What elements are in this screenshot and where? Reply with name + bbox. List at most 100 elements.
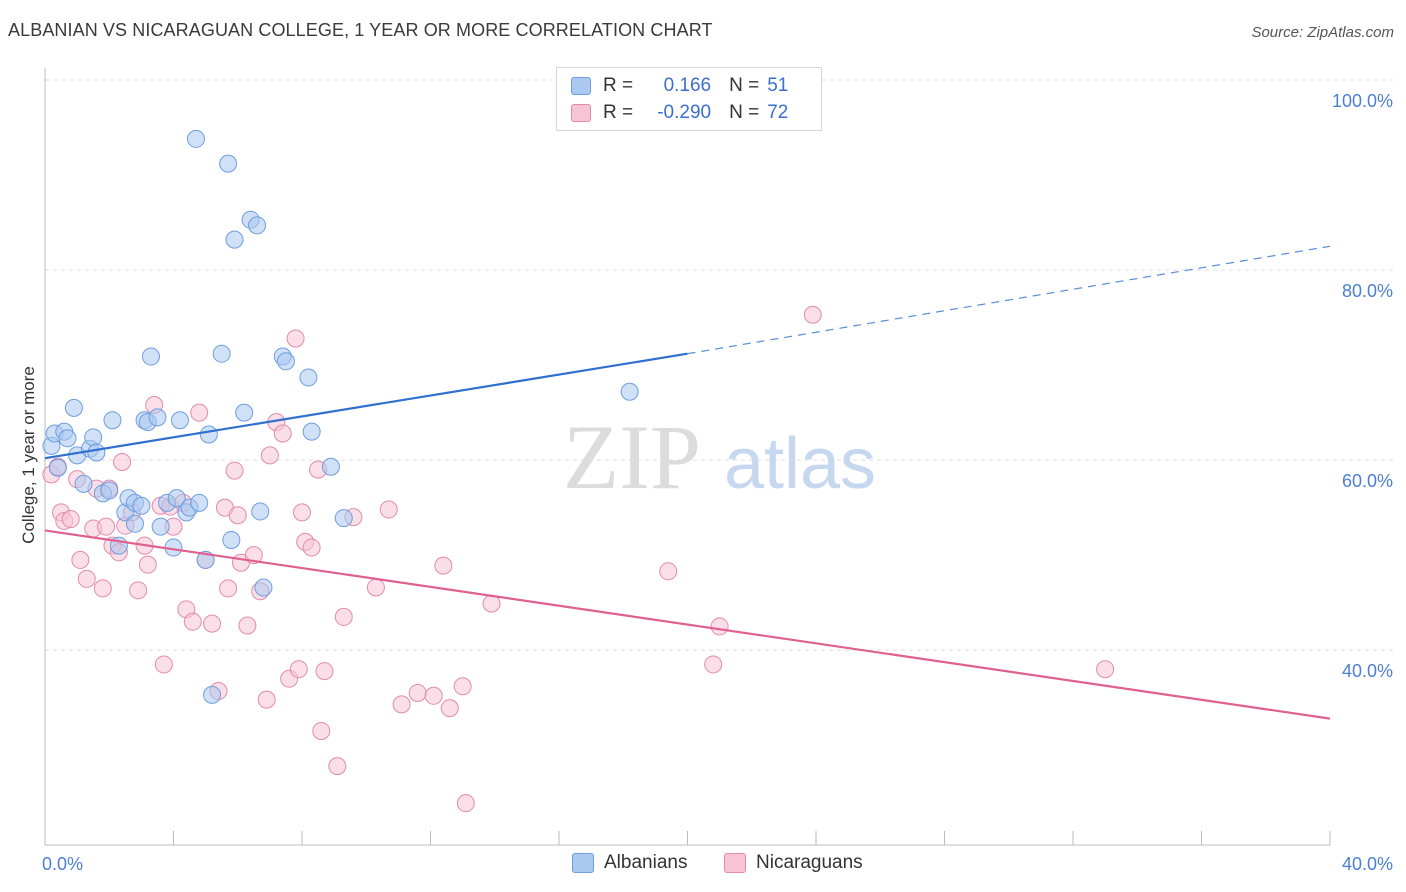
albanian-point [199,425,218,444]
x-tick-label-min: 0.0% [42,854,83,874]
albanian-point [248,216,267,235]
legend-n-value: 51 [767,75,789,96]
nicaraguan-trend-line [44,529,1331,720]
nicaraguan-point [286,329,305,348]
nicaraguan-point [659,562,678,581]
albanian-legend-label: Albanians [604,852,688,873]
axes [44,68,1331,846]
nicaraguan-point [408,683,427,702]
legend-r-label: R = [603,102,634,123]
nicaraguan-point [1096,660,1115,679]
nicaraguan-point [704,655,723,674]
nicaraguan-point [238,616,257,635]
nicaraguan-point [203,614,222,633]
nicaraguan-point [138,555,157,574]
nicaraguan-point [803,305,822,324]
legend-row-nicaraguans: R = -0.290 N = 72 [571,101,788,125]
albanian-point [170,411,189,430]
nicaraguan-point [260,446,279,465]
legend-n-value: 72 [767,102,789,123]
legend-r-label: R = [603,75,634,96]
albanian-point [125,514,144,533]
albanian-point [132,496,151,515]
nicaraguan-legend-label: Nicaraguans [756,852,863,873]
albanian-point [235,403,254,422]
y-tick-label: 60.0% [1342,471,1393,491]
albanian-point [251,502,270,521]
albanian-point [103,411,122,430]
nicaraguan-point [257,690,276,709]
albanian-point [48,458,67,477]
nicaraguan-point [312,721,331,740]
nicaraguan-swatch [571,104,591,122]
legend-r-value: -0.290 [657,102,712,123]
nicaraguan-point [225,461,244,480]
nicaraguan-point [440,699,459,718]
legend-item-nicaraguans[interactable]: Nicaraguans [724,852,863,874]
y-axis-label: College, 1 year or more [19,366,38,544]
x-tick-label-max: 40.0% [1342,854,1393,874]
nicaraguan-point [77,569,96,588]
albanian-point [142,347,161,366]
nicaraguan-point [293,503,311,522]
nicaraguan-point [453,677,472,696]
albanian-point [151,517,170,536]
albanian-point [64,398,83,417]
nicaraguan-legend-swatch [724,853,746,873]
albanian-point [100,481,119,500]
albanian-point [203,685,222,704]
watermark-atlas: atlas [724,424,876,504]
albanian-point [321,457,340,476]
y-tick-label: 80.0% [1342,281,1393,301]
trend-lines [44,245,1331,720]
stats-legend: R = 0.166 N = 51 R = -0.290 N = 72 [556,67,822,131]
nicaraguan-point [289,660,308,679]
y-tick-label: 100.0% [1332,91,1393,111]
nicaraguan-point [424,686,443,705]
nicaraguan-point [273,424,292,443]
watermark-zip: ZIP [563,406,701,508]
tick-labels: 40.0% 60.0% 80.0% 100.0% 0.0% 40.0% [42,91,1393,874]
watermark: ZIP atlas [563,406,876,508]
nicaraguan-point [228,506,247,525]
albanian-point [222,530,241,549]
albanian-swatch [571,77,591,95]
nicaraguan-point [315,662,334,681]
albanian-point [225,230,244,249]
albanian-point [620,382,639,401]
nicaraguan-point [71,550,90,569]
series-legend: Albanians Nicaraguans [0,850,1406,878]
nicaraguan-point [328,757,347,776]
albanian-trend-line [44,352,688,460]
albanian-point [299,368,318,387]
albanian-point [334,509,353,528]
nicaraguan-point [434,556,453,575]
nicaraguan-point [183,612,202,631]
nicaraguan-point [710,617,729,636]
albanian-point [302,422,321,441]
albanian-point [186,129,205,148]
albanian-legend-swatch [572,853,594,873]
y-tick-label: 40.0% [1342,661,1393,681]
chart-title: ALBANIAN VS NICARAGUAN COLLEGE, 1 YEAR O… [8,20,713,40]
albanian-trend-extension [687,245,1331,355]
nicaraguan-point [97,517,116,536]
nicaraguan-point [379,500,398,519]
albanian-point [219,154,238,173]
nicaraguan-point [154,655,173,674]
albanian-point [58,429,77,448]
albanian-point [276,352,295,371]
nicaraguan-point [190,403,209,422]
nicaraguan-point [302,538,321,557]
source-label: Source: ZipAtlas.com [1251,24,1394,41]
legend-row-albanians: R = 0.166 N = 51 [571,74,788,98]
legend-n-label: N = [729,102,760,123]
legend-r-value: 0.166 [663,75,712,96]
albanian-point [212,344,231,363]
albanian-point [87,443,106,462]
albanian-point [84,428,103,447]
nicaraguan-point [129,581,148,600]
legend-item-albanians[interactable]: Albanians [572,852,687,874]
nicaraguan-point [366,578,385,597]
